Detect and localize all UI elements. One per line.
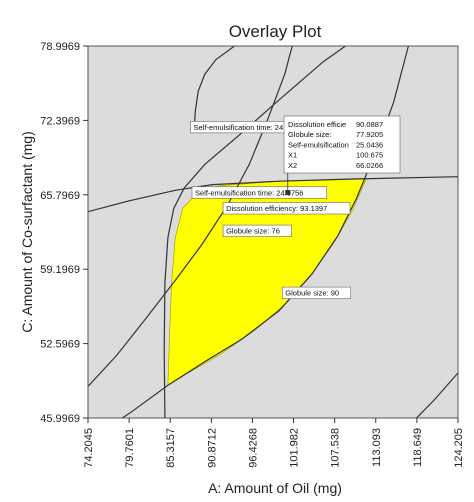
y-axis-label: C: Amount of Co-surfactant (mg) [19,131,35,333]
prediction-flag: Dissolution efficie 90.0887 Globule size: 7… [283,115,401,196]
prediction-flag-value-3: 100.675 [356,151,383,160]
contour-annotation-1-box [222,202,351,215]
plot-frame [87,45,459,419]
y-tick-label-0: 45.9969 [40,413,80,425]
x-tick-label-3: 90.8712 [206,428,218,468]
x-tick-label-2: 85.3157 [165,428,177,468]
contour-line-1 [193,46,235,125]
x-tick-label-4: 96.4268 [247,428,259,468]
prediction-flag-key-2: Self-emulsification [288,140,349,149]
prediction-flag-marker [285,190,291,196]
contour-annotation-1: Dissolution efficiency: 93.1397 [222,202,351,215]
prediction-flag-key-1: Globule size: [288,130,331,139]
prediction-flag-key-0: Dissolution efficie [288,120,346,129]
y-tick-label-2: 59.1969 [40,264,80,276]
y-tick-label-4: 72.3969 [40,115,80,127]
x-tick-label-1: 79.7601 [124,428,136,468]
plot-area: 45.9969 52.5969 59.1969 65.7969 72.3969 78.99… [40,41,465,468]
contour-annotation-3-box [222,224,292,237]
contour-annotation-1-text: Dissolution efficiency: 93.1397 [226,204,327,213]
x-axis-label: A: Amount of Oil (mg) [208,480,342,496]
contour-line-2 [163,46,346,418]
contour-line-3 [88,46,293,387]
contour-annotation-4-box [281,286,351,299]
contour-annotation-4-text: Globule size: 90 [285,289,339,298]
prediction-flag-value-1: 77.9205 [356,130,383,139]
contour-line-0 [88,176,458,213]
chart-title: Overlay Plot [229,22,322,41]
prediction-flag-value-0: 90.0887 [356,120,383,129]
contour-annotation-0-text: Self-emulsification time: 24.9756 [194,123,302,132]
contour-annotation-2: Self-emulsification time: 24.9756 [191,186,328,199]
prediction-flag-key-3: X1 [288,151,297,160]
y-tick-label-5: 78.9969 [40,41,80,53]
x-tick-label-7: 113.093 [371,428,383,467]
contour-annotation-2-text: Self-emulsification time: 24.9756 [195,188,303,197]
contour-line-5 [416,372,458,418]
x-tick-label-5: 101.982 [289,428,301,468]
contour-annotation-3: Globule size: 76 [222,224,292,237]
prediction-flag-key-4: X2 [288,161,297,170]
y-tick-label-3: 65.7969 [40,190,80,202]
contour-annotation-3-text: Globule size: 76 [226,227,280,236]
contour-annotation-4: Globule size: 90 [281,286,351,299]
prediction-flag-value-4: 66.0266 [356,161,383,170]
x-tick-label-8: 118.649 [412,428,424,467]
contour-annotation-2-box [191,186,328,199]
prediction-flag-box [283,115,401,174]
x-tick-label-0: 74.2045 [83,428,95,468]
x-tick-label-9: 124.205 [453,428,465,468]
x-tick-label-6: 107.538 [330,428,342,468]
y-tick-label-1: 52.5969 [40,339,80,351]
prediction-flag-value-2: 25.0436 [356,140,383,149]
